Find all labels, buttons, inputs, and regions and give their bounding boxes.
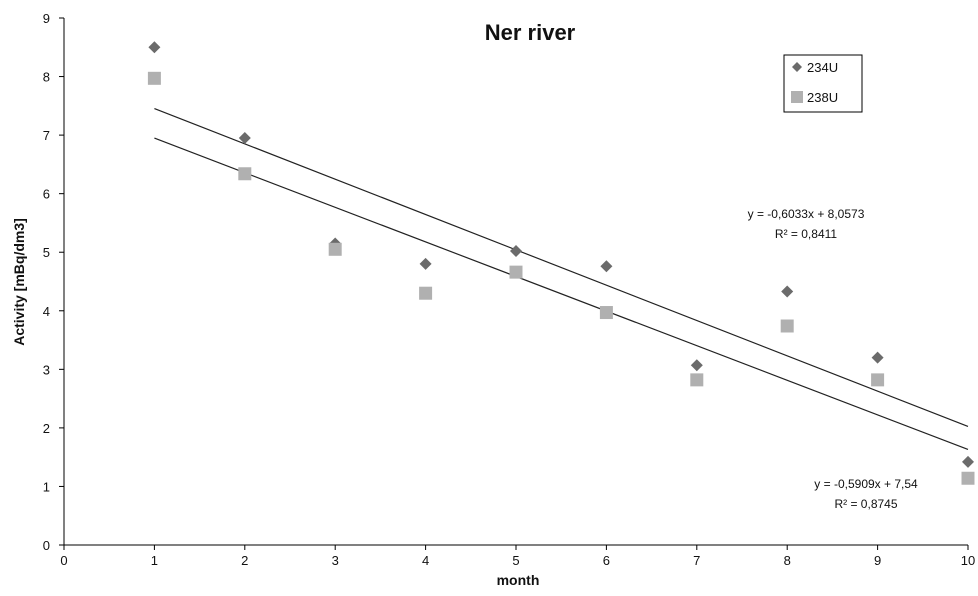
y-tick-label: 0 xyxy=(43,538,50,553)
legend-label-238U: 238U xyxy=(807,90,838,105)
point-234U xyxy=(419,257,432,270)
y-tick-label: 8 xyxy=(43,70,50,85)
x-tick-label: 2 xyxy=(241,553,248,568)
legend-marker-234U xyxy=(792,62,802,72)
x-tick-label: 9 xyxy=(874,553,881,568)
x-tick-label: 1 xyxy=(151,553,158,568)
point-234U xyxy=(962,455,974,468)
point-238U xyxy=(871,373,885,387)
point-234U xyxy=(600,260,613,273)
y-tick-label: 3 xyxy=(43,362,50,377)
legend-label-234U: 234U xyxy=(807,60,838,75)
x-tick-label: 5 xyxy=(512,553,519,568)
trendline-234U xyxy=(154,107,969,428)
point-238U xyxy=(780,319,794,333)
legend: 234U 238U xyxy=(783,54,863,113)
point-238U xyxy=(147,71,161,85)
point-238U xyxy=(509,265,523,279)
point-234U xyxy=(690,359,703,372)
x-tick-label: 7 xyxy=(693,553,700,568)
point-238U xyxy=(961,471,975,485)
point-238U xyxy=(238,167,252,181)
r-squared-238U: R² = 0,8745 xyxy=(834,497,897,511)
trendline-238U xyxy=(154,137,969,451)
x-tick-label: 3 xyxy=(332,553,339,568)
y-tick-label: 7 xyxy=(43,128,50,143)
point-234U xyxy=(781,285,794,298)
chart-title: Ner river xyxy=(485,20,576,45)
x-tick-label: 4 xyxy=(422,553,429,568)
equation-238U: y = -0,5909x + 7,54 xyxy=(814,477,918,491)
x-tick-label: 8 xyxy=(784,553,791,568)
x-tick-label: 6 xyxy=(603,553,610,568)
point-238U xyxy=(599,306,613,320)
trendline-equations: y = -0,6033x + 8,0573 R² = 0,8411 y = -0,5… xyxy=(748,207,918,511)
equation-234U: y = -0,6033x + 8,0573 xyxy=(748,207,865,221)
point-238U xyxy=(690,373,704,387)
y-tick-label: 4 xyxy=(43,304,50,319)
point-234U xyxy=(871,351,884,364)
point-234U xyxy=(510,245,522,258)
legend-marker-238U xyxy=(791,91,803,103)
x-tick-label: 0 xyxy=(60,553,67,568)
r-squared-234U: R² = 0,8411 xyxy=(775,227,837,241)
point-238U xyxy=(419,286,433,300)
y-tick-label: 5 xyxy=(43,245,50,260)
x-tick-label: 10 xyxy=(961,553,975,568)
axes: 0 1 2 3 4 5 6 7 8 9 10 0 1 2 3 4 5 6 7 8 9 xyxy=(43,11,975,568)
y-tick-label: 2 xyxy=(43,421,50,436)
x-axis-title: month xyxy=(497,572,540,588)
data-points xyxy=(147,41,975,485)
y-tick-label: 6 xyxy=(43,187,50,202)
point-234U xyxy=(148,41,161,54)
point-238U xyxy=(328,242,342,256)
trendlines xyxy=(154,107,969,451)
y-axis-title: Activity [mBq/dm3] xyxy=(11,218,27,346)
y-tick-label: 9 xyxy=(43,11,50,26)
point-234U xyxy=(238,132,251,145)
y-tick-label: 1 xyxy=(43,479,50,494)
